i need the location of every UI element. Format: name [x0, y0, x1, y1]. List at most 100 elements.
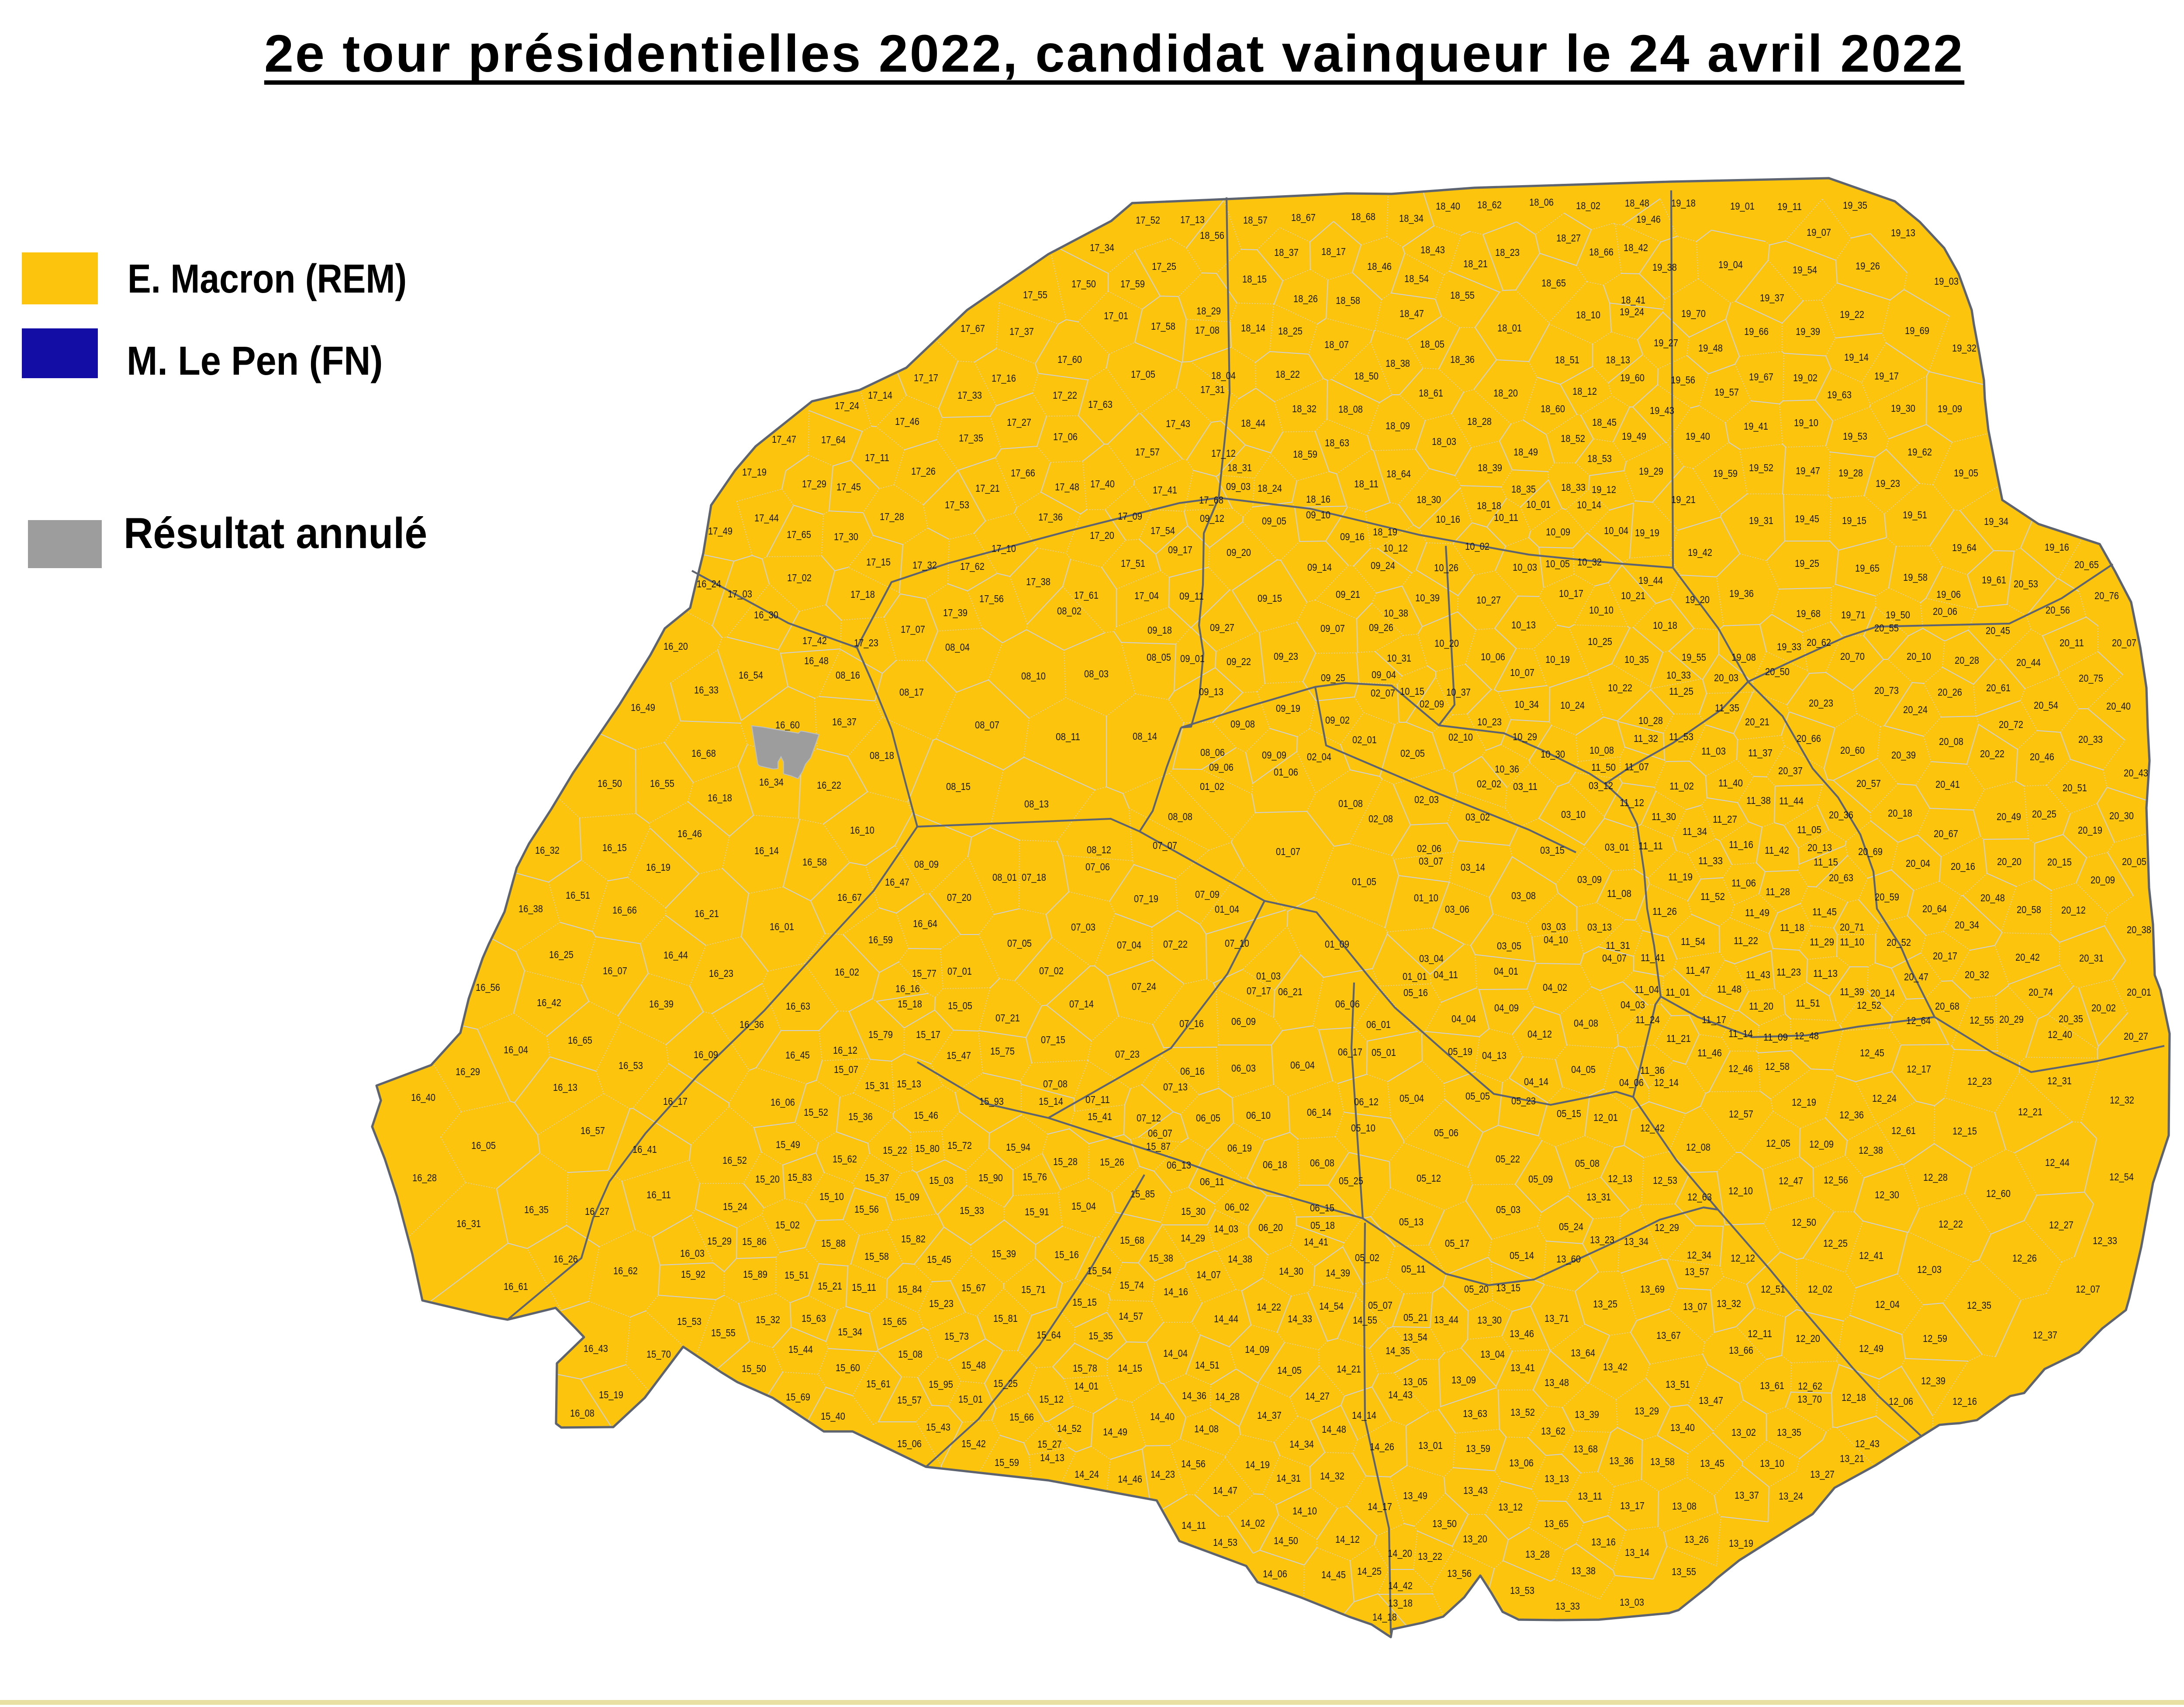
- svg-text:14_33: 14_33: [1288, 1313, 1312, 1324]
- svg-text:20_35: 20_35: [2059, 1013, 2083, 1024]
- svg-text:13_11: 13_11: [1578, 1490, 1602, 1502]
- svg-text:18_08: 18_08: [1338, 403, 1363, 415]
- svg-text:19_11: 19_11: [1777, 201, 1802, 212]
- svg-text:13_30: 13_30: [1477, 1314, 1502, 1326]
- svg-text:07_12: 07_12: [1137, 1112, 1161, 1124]
- svg-text:18_21: 18_21: [1463, 258, 1488, 269]
- svg-text:17_33: 17_33: [957, 390, 982, 401]
- svg-text:11_44: 11_44: [1779, 795, 1804, 807]
- svg-text:06_15: 06_15: [1310, 1202, 1334, 1214]
- svg-text:10_14: 10_14: [1577, 499, 1601, 510]
- svg-text:12_04: 12_04: [1875, 1299, 1900, 1310]
- svg-text:10_02: 10_02: [1465, 541, 1489, 552]
- svg-text:19_18: 19_18: [1671, 197, 1696, 209]
- svg-text:17_66: 17_66: [1011, 467, 1035, 479]
- svg-text:11_27: 11_27: [1713, 814, 1737, 825]
- svg-text:12_24: 12_24: [1872, 1093, 1897, 1104]
- svg-text:16_01: 16_01: [770, 921, 794, 932]
- svg-text:13_64: 13_64: [1571, 1347, 1595, 1359]
- svg-text:14_37: 14_37: [1257, 1410, 1282, 1421]
- svg-text:14_14: 14_14: [1352, 1410, 1376, 1421]
- svg-text:05_20: 05_20: [1464, 1283, 1489, 1295]
- svg-text:10_07: 10_07: [1510, 667, 1534, 678]
- svg-text:15_83: 15_83: [788, 1172, 812, 1183]
- svg-text:15_52: 15_52: [804, 1107, 828, 1118]
- svg-text:16_52: 16_52: [722, 1155, 747, 1166]
- svg-text:12_06: 12_06: [1889, 1396, 1913, 1407]
- svg-text:17_41: 17_41: [1153, 484, 1177, 496]
- svg-text:14_49: 14_49: [1103, 1426, 1127, 1438]
- svg-text:13_14: 13_14: [1625, 1547, 1649, 1558]
- svg-text:14_24: 14_24: [1075, 1469, 1099, 1480]
- svg-text:11_52: 11_52: [1700, 891, 1725, 902]
- svg-text:19_68: 19_68: [1796, 608, 1821, 619]
- svg-text:07_01: 07_01: [947, 966, 972, 977]
- svg-text:12_43: 12_43: [1855, 1438, 1880, 1449]
- svg-text:12_58: 12_58: [1765, 1061, 1790, 1072]
- svg-text:08_04: 08_04: [945, 641, 970, 653]
- svg-text:11_20: 11_20: [1749, 1000, 1773, 1012]
- svg-text:04_10: 04_10: [1544, 934, 1568, 945]
- svg-text:16_20: 16_20: [663, 641, 688, 652]
- svg-text:20_05: 20_05: [2122, 856, 2146, 867]
- svg-text:15_71: 15_71: [1021, 1284, 1046, 1295]
- svg-text:14_06: 14_06: [1263, 1568, 1287, 1579]
- svg-text:20_68: 20_68: [1935, 1000, 1959, 1012]
- svg-text:20_59: 20_59: [1875, 891, 1899, 903]
- svg-text:14_32: 14_32: [1320, 1470, 1344, 1482]
- svg-text:15_91: 15_91: [1025, 1206, 1049, 1217]
- svg-text:18_49: 18_49: [1514, 446, 1538, 458]
- svg-text:18_12: 18_12: [1572, 386, 1597, 397]
- svg-text:07_16: 07_16: [1179, 1018, 1204, 1029]
- svg-text:18_25: 18_25: [1278, 325, 1303, 337]
- svg-text:16_32: 16_32: [535, 845, 560, 856]
- svg-text:15_16: 15_16: [1054, 1249, 1079, 1260]
- svg-text:16_55: 16_55: [650, 778, 674, 789]
- svg-text:18_11: 18_11: [1354, 478, 1379, 490]
- svg-text:11_46: 11_46: [1697, 1047, 1722, 1059]
- svg-text:11_06: 11_06: [1731, 877, 1756, 889]
- svg-text:03_15: 03_15: [1540, 845, 1565, 856]
- svg-text:17_40: 17_40: [1090, 478, 1115, 490]
- svg-text:05_19: 05_19: [1448, 1046, 1472, 1057]
- svg-text:10_27: 10_27: [1476, 594, 1501, 606]
- svg-text:20_34: 20_34: [1955, 919, 1979, 931]
- svg-text:20_27: 20_27: [2124, 1031, 2148, 1042]
- svg-text:17_10: 17_10: [992, 543, 1016, 554]
- svg-text:19_06: 19_06: [1936, 589, 1961, 600]
- svg-text:05_12: 05_12: [1417, 1172, 1441, 1184]
- svg-text:14_47: 14_47: [1213, 1485, 1237, 1496]
- svg-text:14_01: 14_01: [1074, 1380, 1099, 1392]
- svg-text:19_54: 19_54: [1793, 264, 1817, 276]
- svg-text:14_48: 14_48: [1322, 1424, 1346, 1435]
- svg-text:13_52: 13_52: [1510, 1407, 1535, 1418]
- svg-text:11_03: 11_03: [1701, 745, 1726, 757]
- svg-text:15_68: 15_68: [1120, 1235, 1144, 1246]
- svg-text:15_34: 15_34: [838, 1326, 862, 1338]
- svg-text:14_09: 14_09: [1245, 1344, 1269, 1355]
- svg-text:16_43: 16_43: [584, 1343, 608, 1354]
- svg-text:19_59: 19_59: [1713, 468, 1738, 479]
- svg-text:09_25: 09_25: [1321, 672, 1345, 683]
- svg-text:09_01: 09_01: [1180, 653, 1205, 664]
- svg-text:14_41: 14_41: [1304, 1236, 1328, 1248]
- svg-text:11_09: 11_09: [1763, 1031, 1788, 1043]
- svg-text:13_69: 13_69: [1640, 1283, 1665, 1295]
- svg-text:15_38: 15_38: [1149, 1252, 1173, 1264]
- svg-text:12_49: 12_49: [1859, 1343, 1883, 1354]
- svg-text:16_39: 16_39: [649, 998, 674, 1010]
- svg-text:20_47: 20_47: [1904, 971, 1928, 983]
- svg-text:11_53: 11_53: [1669, 731, 1693, 742]
- svg-text:15_59: 15_59: [995, 1457, 1019, 1468]
- svg-text:19_08: 19_08: [1731, 652, 1756, 663]
- svg-text:05_05: 05_05: [1465, 1090, 1490, 1102]
- svg-text:07_24: 07_24: [1132, 981, 1156, 992]
- svg-text:16_23: 16_23: [709, 968, 733, 979]
- svg-text:06_04: 06_04: [1290, 1059, 1315, 1071]
- svg-text:10_26: 10_26: [1434, 562, 1458, 573]
- svg-text:16_22: 16_22: [817, 779, 841, 791]
- svg-text:15_24: 15_24: [723, 1201, 747, 1212]
- svg-text:17_49: 17_49: [708, 525, 733, 537]
- svg-text:11_14: 11_14: [1728, 1028, 1753, 1039]
- svg-text:20_38: 20_38: [2127, 924, 2151, 935]
